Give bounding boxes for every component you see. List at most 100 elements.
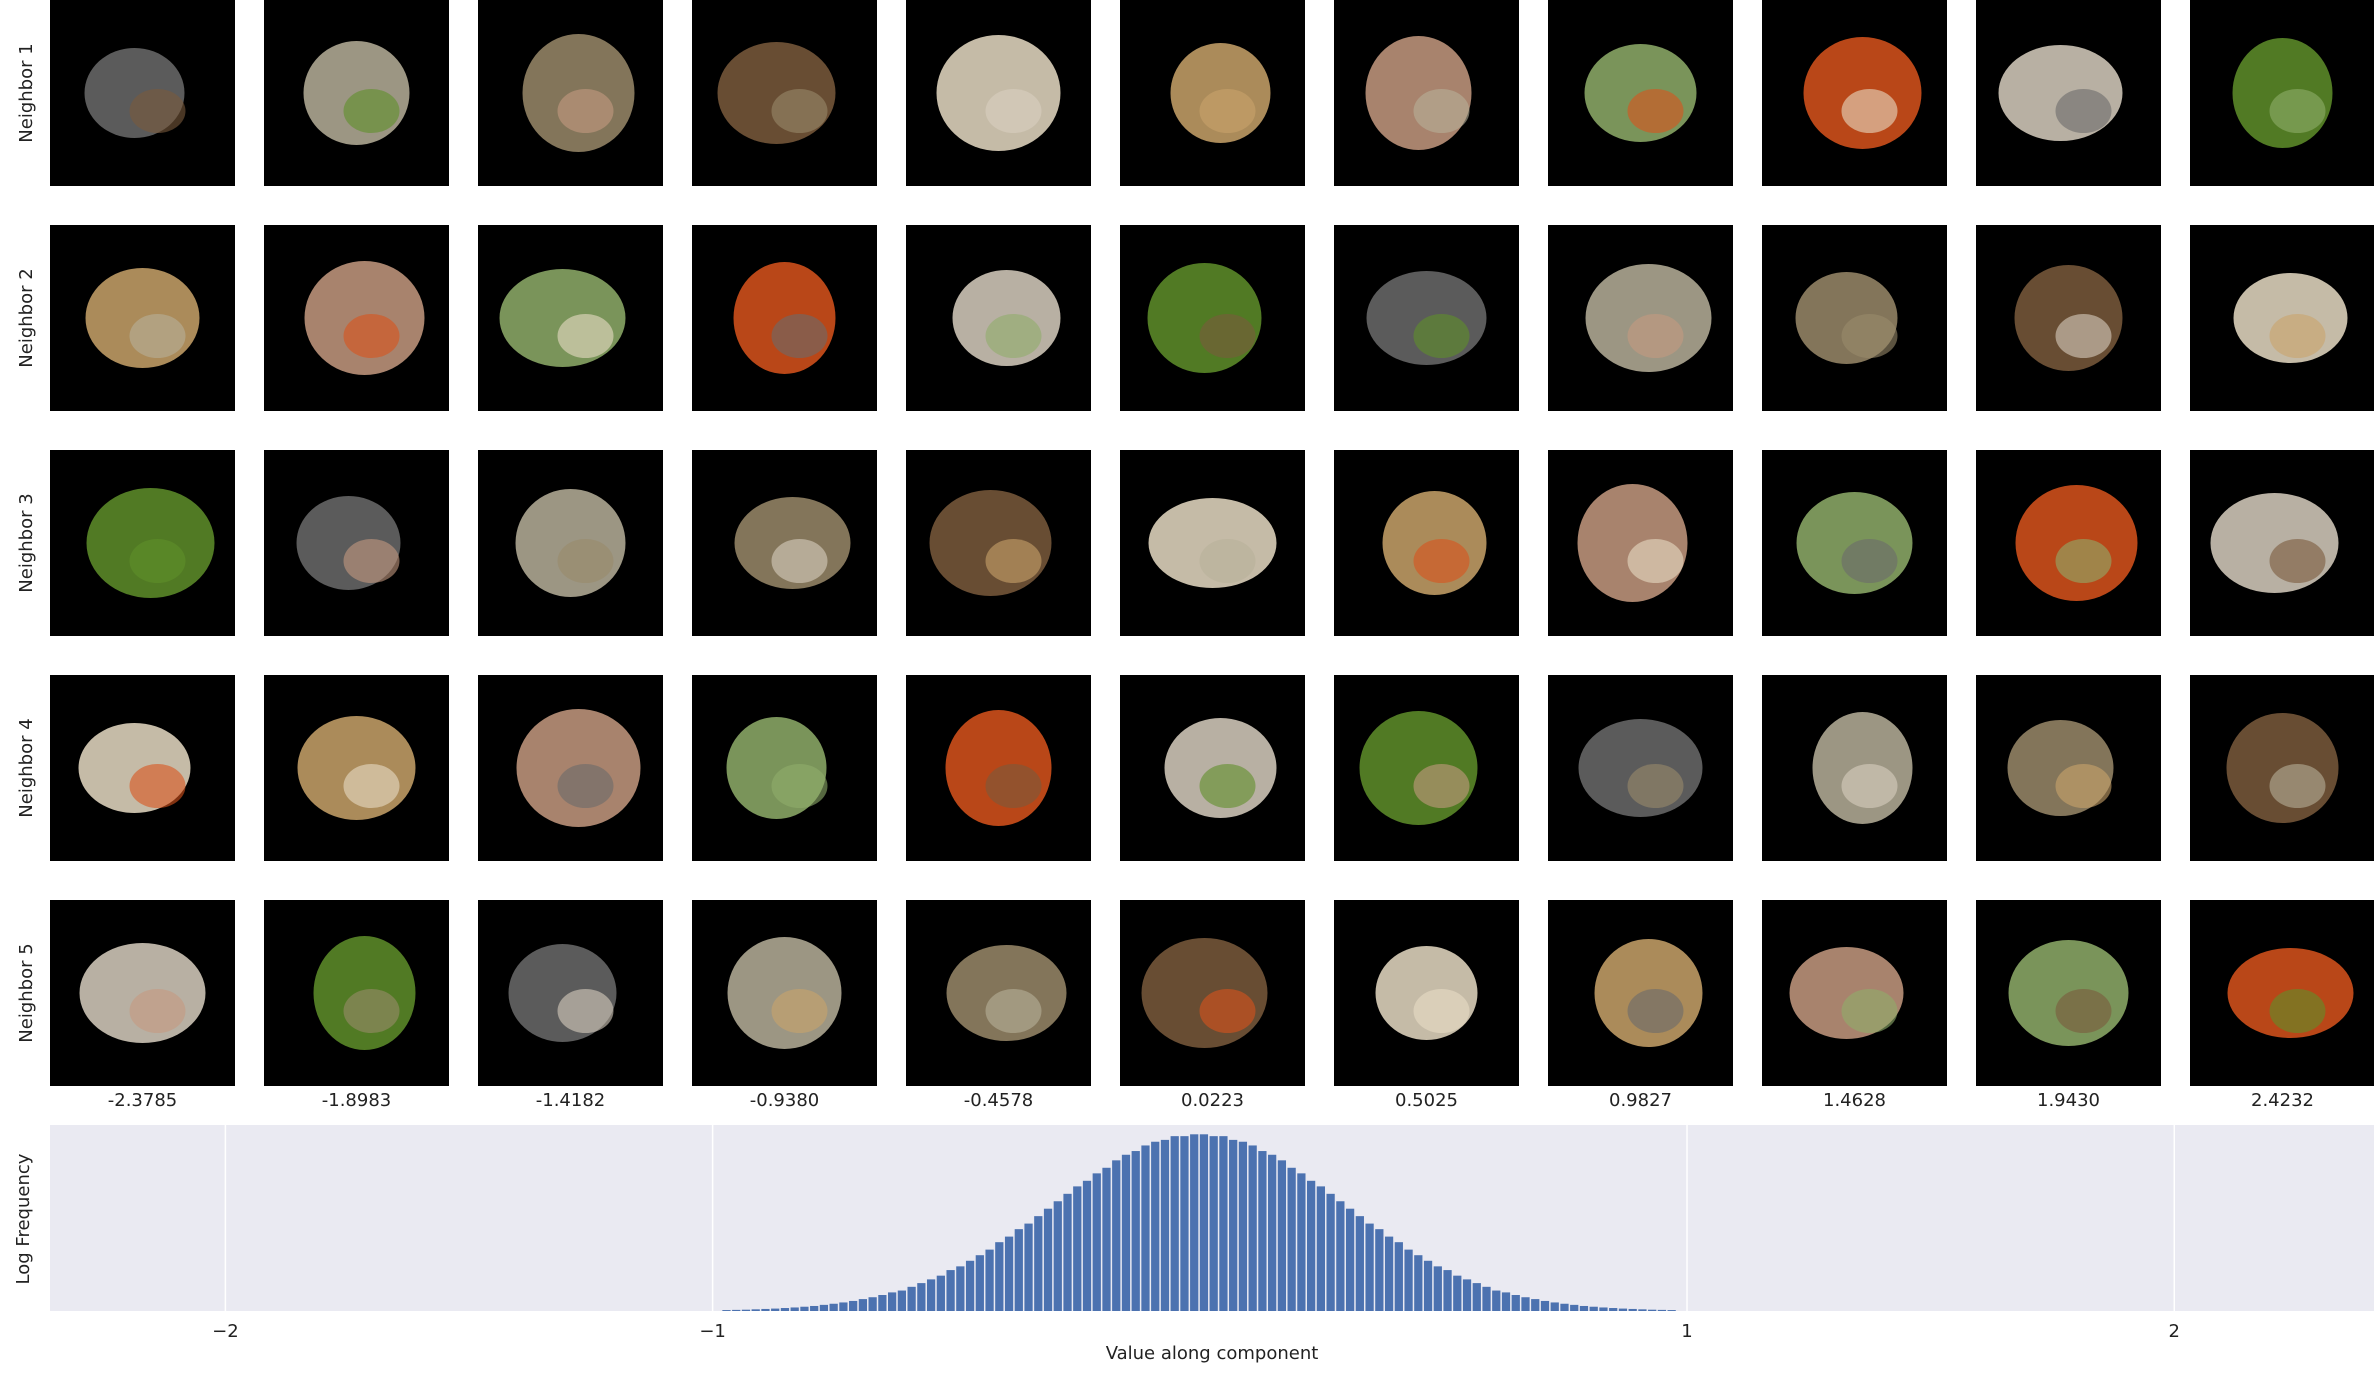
column-label: -1.4182 (536, 1090, 605, 1111)
bar (1345, 1208, 1355, 1311)
image-object (2210, 493, 2339, 593)
column-label: 1.9430 (2037, 1090, 2100, 1111)
image-object (343, 539, 400, 583)
bar (1462, 1279, 1472, 1311)
image-object (717, 42, 836, 144)
bar (1365, 1223, 1374, 1311)
image-object (1199, 314, 1256, 358)
bar (1307, 1180, 1316, 1311)
image-object (129, 314, 186, 358)
x-tick-label: −2 (212, 1321, 239, 1342)
bar (1618, 1308, 1628, 1311)
bar (888, 1292, 897, 1311)
image-object (557, 89, 614, 133)
bar (1121, 1154, 1131, 1311)
bar (1443, 1270, 1452, 1311)
bar (1248, 1145, 1257, 1311)
image-object (2055, 89, 2112, 133)
image-object (2055, 314, 2112, 358)
bar (1326, 1193, 1335, 1311)
bar (819, 1304, 829, 1311)
column-label: -0.4578 (964, 1090, 1033, 1111)
row-label: Neighbor 3 (16, 493, 37, 592)
bar (1482, 1286, 1491, 1311)
row-label: Neighbor 2 (16, 268, 37, 367)
image-object (1413, 539, 1470, 583)
bar (849, 1300, 858, 1311)
image-object (343, 314, 400, 358)
bar (1531, 1299, 1540, 1311)
bar (800, 1306, 809, 1311)
image-object (557, 989, 614, 1033)
bar (1579, 1305, 1589, 1311)
bar (732, 1309, 741, 1311)
bar (1492, 1290, 1501, 1311)
image-object (2269, 539, 2326, 583)
bar (965, 1260, 975, 1311)
image-object (1841, 989, 1898, 1033)
column-label: -2.3785 (108, 1090, 177, 1111)
bar (985, 1249, 994, 1311)
image-object (1413, 989, 1470, 1033)
bar (1287, 1167, 1296, 1311)
image-object (1998, 45, 2123, 141)
bar (1648, 1309, 1657, 1311)
bar (1511, 1295, 1520, 1311)
image-object (771, 989, 828, 1033)
x-tick-label: 1 (1681, 1321, 1692, 1342)
bar (1151, 1141, 1160, 1311)
column-label: -1.8983 (322, 1090, 391, 1111)
bar (1501, 1292, 1511, 1311)
bar (1355, 1216, 1364, 1311)
y-axis-label: Log Frequency (13, 1153, 34, 1284)
bar (1170, 1136, 1179, 1311)
bar (936, 1275, 945, 1311)
image-object (1199, 764, 1256, 808)
bar (1550, 1302, 1559, 1311)
bar (1384, 1236, 1394, 1311)
bar (829, 1303, 838, 1311)
row-label: Neighbor 5 (16, 943, 37, 1042)
image-object (1359, 711, 1478, 825)
image-object (985, 764, 1042, 808)
column-label: 0.5025 (1395, 1090, 1458, 1111)
column-label: -0.9380 (750, 1090, 819, 1111)
image-object (1841, 764, 1898, 808)
image-object (1413, 89, 1470, 133)
bar (1268, 1154, 1277, 1311)
image-object (2055, 539, 2112, 583)
image-object (1627, 539, 1684, 583)
bar (1560, 1303, 1569, 1311)
bar (722, 1310, 731, 1311)
bar (897, 1290, 906, 1311)
image-object (771, 764, 828, 808)
bar (1297, 1173, 1306, 1311)
bar (1141, 1145, 1150, 1311)
bar (1199, 1134, 1209, 1311)
row-label: Neighbor 1 (16, 43, 37, 142)
bar (858, 1299, 868, 1311)
image-object (1199, 89, 1256, 133)
image-object (129, 989, 186, 1033)
bar (1433, 1266, 1442, 1311)
bar (1024, 1223, 1033, 1311)
image-object (1841, 314, 1898, 358)
image-object (343, 89, 400, 133)
bar (1414, 1255, 1423, 1311)
bar (790, 1307, 799, 1311)
bar (741, 1309, 751, 1311)
bar (780, 1308, 790, 1311)
x-axis-label: Value along component (1106, 1343, 1319, 1364)
bar (1034, 1216, 1043, 1311)
image-object (2055, 989, 2112, 1033)
bar (1472, 1283, 1481, 1311)
bar (1336, 1201, 1345, 1311)
image-object (557, 539, 614, 583)
image-object (129, 89, 186, 133)
image-object (129, 539, 186, 583)
bar (926, 1279, 936, 1311)
bar (1131, 1151, 1140, 1311)
image-object (1627, 89, 1684, 133)
bar (868, 1297, 877, 1311)
